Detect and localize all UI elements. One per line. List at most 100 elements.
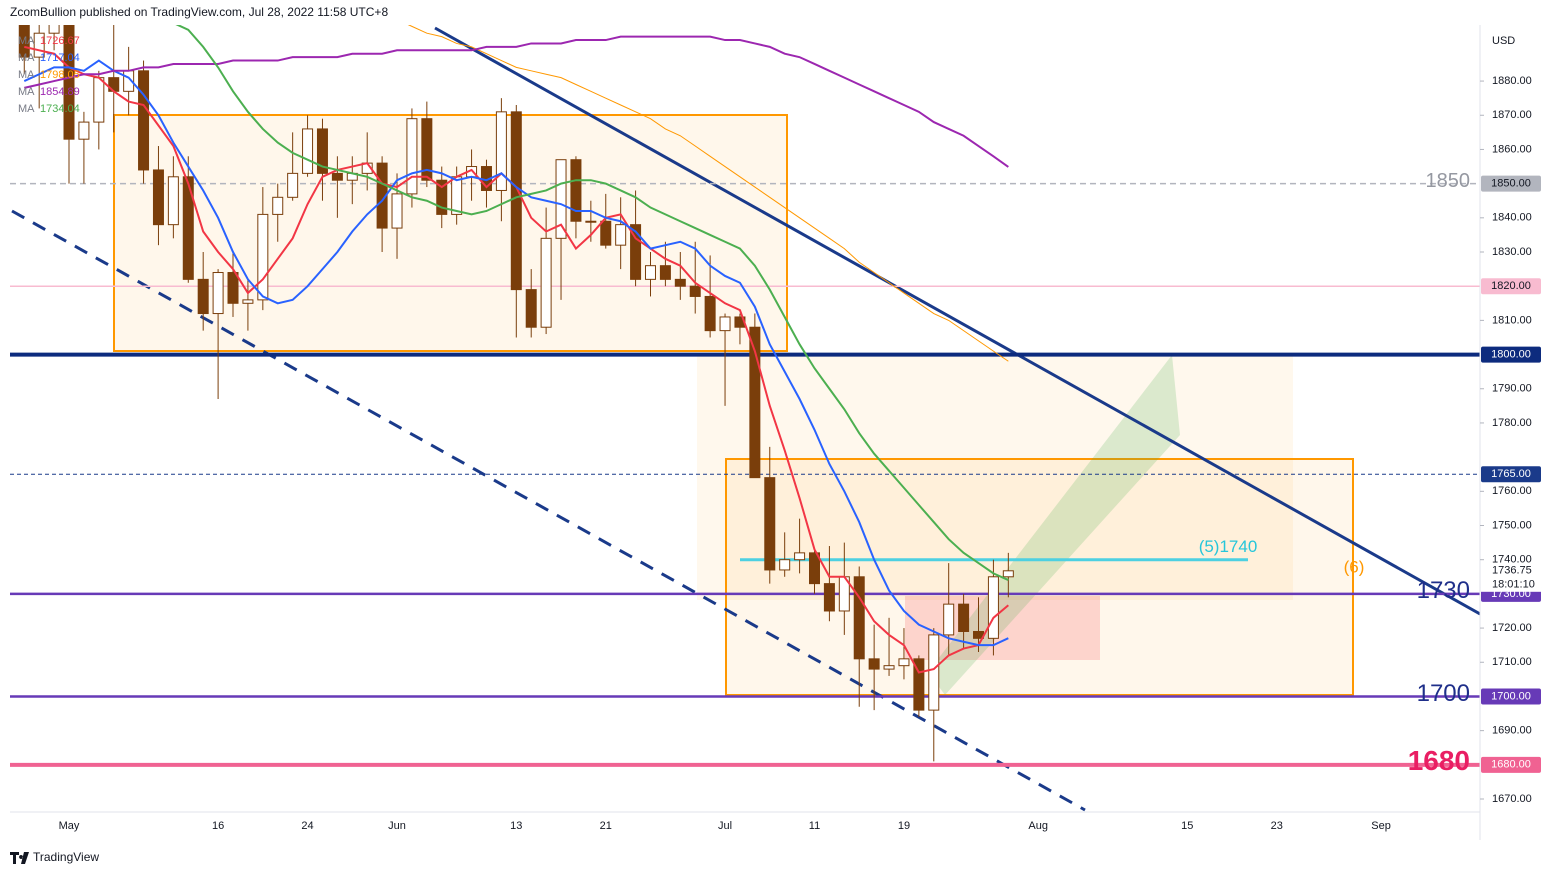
candle-body bbox=[689, 285, 701, 297]
y-tick-label: 1810.00 bbox=[1492, 314, 1532, 326]
price-badge-label: 1765.00 bbox=[1491, 468, 1531, 480]
last-price-badge bbox=[1481, 563, 1541, 592]
level-tag: (5)1740 bbox=[1199, 537, 1258, 556]
x-tick-label: 11 bbox=[809, 820, 820, 832]
y-tick-label: 1720.00 bbox=[1492, 622, 1532, 634]
candle-body bbox=[540, 237, 552, 328]
candle-body bbox=[898, 658, 910, 667]
ma-line bbox=[24, 35, 1009, 168]
candle-body bbox=[227, 272, 239, 304]
legend-name: MA bbox=[18, 35, 35, 47]
candle-body bbox=[749, 326, 761, 479]
ma-line bbox=[23, 59, 1009, 647]
x-tick-label: 16 bbox=[212, 820, 224, 832]
candle-body bbox=[764, 477, 776, 571]
level-tag: 1730 bbox=[1417, 577, 1470, 604]
candle-body bbox=[987, 576, 999, 639]
legend-value: 1734.04 bbox=[40, 103, 80, 115]
price-badge bbox=[1481, 756, 1541, 773]
candle-body bbox=[272, 196, 284, 215]
candle-body bbox=[704, 295, 716, 332]
candle-body bbox=[868, 658, 880, 670]
candle-body bbox=[779, 559, 791, 571]
candle-body bbox=[495, 111, 507, 191]
price-badge-label: 1800.00 bbox=[1491, 348, 1531, 360]
x-tick-label: Jun bbox=[388, 820, 406, 832]
price-badge bbox=[1481, 278, 1541, 295]
candle-body bbox=[302, 128, 314, 174]
last-price: 1736.75 bbox=[1492, 565, 1532, 577]
candle-body bbox=[1002, 570, 1014, 578]
candle-body bbox=[138, 70, 150, 171]
price-badge-label: 1700.00 bbox=[1491, 690, 1531, 702]
legend-value: 1854.89 bbox=[40, 86, 80, 98]
candles bbox=[18, 25, 1014, 762]
candle-body bbox=[451, 176, 463, 215]
y-tick-label: 1870.00 bbox=[1492, 109, 1532, 121]
level-tag: 1850 bbox=[1426, 170, 1471, 192]
candle-body bbox=[883, 665, 895, 670]
x-tick-label: 19 bbox=[898, 820, 910, 832]
candle-body bbox=[33, 32, 45, 58]
candle-body bbox=[659, 265, 671, 280]
wave-label: (6) bbox=[1344, 557, 1365, 576]
candle-body bbox=[958, 603, 970, 632]
y-tick-label: 1790.00 bbox=[1492, 383, 1532, 395]
candle-body bbox=[78, 121, 90, 140]
y-tick-label: 1710.00 bbox=[1492, 656, 1532, 668]
price-badge bbox=[1481, 346, 1541, 363]
x-tick-label: 13 bbox=[510, 820, 522, 832]
candle-body bbox=[644, 265, 656, 280]
legend: MA 1726.67 MA 1717.04 MA 1798.05 MA 1854.89 MA 17… bbox=[18, 35, 80, 115]
candle-body bbox=[391, 193, 403, 229]
candle-body bbox=[943, 603, 955, 636]
legend-name: MA bbox=[18, 103, 35, 115]
candle-body bbox=[242, 299, 254, 304]
y-tick-label: 1780.00 bbox=[1492, 417, 1532, 429]
candle-body bbox=[182, 176, 194, 280]
price-badge bbox=[1481, 688, 1541, 705]
y-tick-label: 1860.00 bbox=[1492, 143, 1532, 155]
candle-body bbox=[570, 159, 582, 222]
candle-body bbox=[555, 159, 567, 239]
level-tag: 1680 bbox=[1408, 745, 1470, 776]
y-tick-label: 1690.00 bbox=[1492, 725, 1532, 737]
candle-body bbox=[809, 552, 820, 585]
legend-value: 1798.05 bbox=[40, 69, 80, 81]
candle-body bbox=[510, 111, 522, 291]
candle-body bbox=[406, 118, 418, 195]
candle-body bbox=[436, 179, 448, 215]
candle-body bbox=[18, 25, 30, 58]
candle-body bbox=[928, 634, 940, 711]
candle-body bbox=[212, 272, 224, 315]
x-tick-label: Jul bbox=[718, 820, 732, 832]
candle-body bbox=[63, 25, 75, 140]
candle-body bbox=[93, 77, 105, 123]
ma-line bbox=[407, 25, 1009, 362]
price-badge bbox=[1481, 175, 1541, 192]
y-tick-label: 1760.00 bbox=[1492, 485, 1532, 497]
legend-value: 1717.04 bbox=[40, 52, 80, 64]
y-tick-label: 1670.00 bbox=[1492, 793, 1532, 805]
x-tick-label: 21 bbox=[600, 820, 612, 832]
candle-body bbox=[421, 118, 433, 181]
countdown: 18:01:10 bbox=[1492, 579, 1535, 591]
candle-body bbox=[257, 213, 269, 301]
candle-body bbox=[823, 583, 835, 612]
trendline bbox=[434, 26, 1480, 616]
currency: USD bbox=[1492, 35, 1515, 47]
candle-body bbox=[630, 224, 642, 280]
candle-body bbox=[197, 278, 209, 315]
range-box bbox=[113, 114, 788, 352]
legend-name: MA bbox=[18, 86, 35, 98]
x-tick-label: May bbox=[59, 820, 80, 832]
price-badge-label: 1850.00 bbox=[1491, 178, 1531, 190]
logo bbox=[10, 852, 29, 864]
header: ZcomBullion published on TradingView.com… bbox=[10, 5, 388, 19]
x-tick-label: Aug bbox=[1028, 820, 1048, 832]
y-tick-label: 1750.00 bbox=[1492, 519, 1532, 531]
candle-body bbox=[674, 278, 686, 287]
candle-body bbox=[853, 576, 865, 660]
x-tick-label: 24 bbox=[301, 820, 313, 832]
